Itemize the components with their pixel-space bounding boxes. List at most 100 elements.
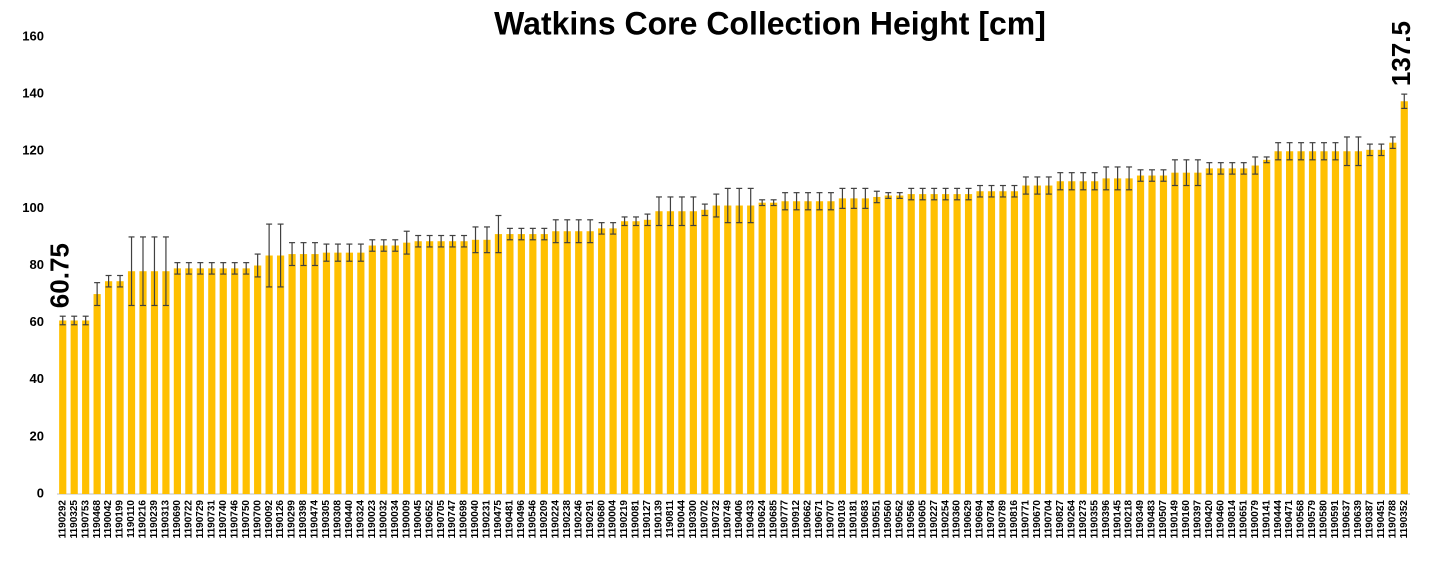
error-bar bbox=[896, 192, 903, 199]
x-tick-label: 1190360 bbox=[952, 500, 963, 539]
x-tick-label: 1190690 bbox=[172, 500, 183, 539]
x-tick-label: 1190580 bbox=[1319, 500, 1330, 539]
x-tick-label: 1190273 bbox=[1078, 500, 1089, 539]
y-tick-label: 0 bbox=[37, 485, 44, 500]
bar bbox=[254, 265, 262, 494]
bar bbox=[1114, 178, 1122, 494]
error-bar bbox=[1171, 159, 1178, 187]
bar bbox=[678, 211, 686, 494]
error-bar bbox=[587, 219, 594, 244]
bar bbox=[196, 268, 204, 494]
bar bbox=[1182, 172, 1191, 494]
x-tick-label: 1190579 bbox=[1307, 500, 1318, 539]
error-bar bbox=[908, 187, 915, 201]
y-tick-label: 120 bbox=[22, 143, 44, 158]
y-tick-label: 100 bbox=[22, 200, 44, 215]
error-bar bbox=[1298, 142, 1305, 161]
x-tick-label: 1190662 bbox=[803, 500, 814, 539]
bar bbox=[1010, 191, 1019, 495]
bar bbox=[655, 211, 663, 494]
x-tick-label: 1190624 bbox=[757, 500, 768, 539]
x-tick-label: 1190546 bbox=[527, 500, 538, 539]
bar bbox=[1274, 151, 1282, 494]
x-tick-label: 1190639 bbox=[1353, 500, 1364, 539]
error-bar bbox=[334, 243, 341, 262]
error-bar bbox=[965, 187, 972, 201]
bar bbox=[964, 194, 973, 494]
bar bbox=[357, 252, 365, 494]
bar bbox=[139, 271, 147, 494]
bar bbox=[414, 241, 422, 494]
x-tick-label: 1190219 bbox=[619, 500, 630, 539]
error-bar bbox=[277, 223, 284, 288]
error-bar bbox=[805, 192, 812, 211]
error-bar bbox=[483, 226, 490, 254]
x-tick-label: 1190551 bbox=[871, 500, 882, 539]
error-bar bbox=[552, 219, 559, 244]
x-tick-label: 1190777 bbox=[780, 500, 791, 539]
x-tick-label: 1190468 bbox=[92, 500, 103, 539]
x-tick-label: 1190496 bbox=[516, 500, 527, 539]
error-bar bbox=[426, 234, 433, 248]
bar bbox=[999, 191, 1007, 495]
bar bbox=[1148, 175, 1156, 494]
x-tick-label: 1190788 bbox=[1387, 500, 1398, 539]
bar bbox=[838, 198, 847, 495]
bar bbox=[598, 228, 606, 494]
error-bar bbox=[1022, 176, 1029, 195]
bar bbox=[632, 221, 640, 494]
error-bar bbox=[220, 262, 227, 275]
x-tick-label: 1190702 bbox=[699, 500, 710, 539]
x-tick-label: 1190671 bbox=[814, 500, 825, 539]
error-bar bbox=[1091, 172, 1098, 191]
bar bbox=[1022, 185, 1030, 494]
error-bar bbox=[1401, 93, 1408, 110]
error-bar bbox=[736, 187, 743, 224]
bar bbox=[643, 219, 652, 495]
x-tick-label: 1190254 bbox=[940, 500, 951, 539]
x-tick-label: 1190811 bbox=[665, 500, 676, 538]
error-bar bbox=[380, 239, 387, 252]
bar bbox=[896, 195, 904, 494]
error-bar bbox=[919, 187, 926, 201]
error-bar bbox=[117, 274, 124, 288]
error-bar bbox=[839, 187, 846, 209]
x-tick-label: 1190292 bbox=[57, 500, 68, 539]
x-tick-label: 1190139 bbox=[654, 500, 665, 539]
x-tick-label: 1190004 bbox=[608, 500, 619, 539]
error-bar bbox=[1068, 172, 1075, 191]
bar bbox=[1159, 175, 1168, 494]
error-bar bbox=[1103, 166, 1110, 191]
error-bar bbox=[1321, 142, 1328, 161]
error-bar bbox=[1217, 162, 1224, 175]
x-tick-label: 1190216 bbox=[138, 500, 149, 539]
bar bbox=[276, 255, 285, 494]
error-bar bbox=[506, 227, 513, 241]
error-bar bbox=[1045, 176, 1052, 195]
x-tick-label: 1190568 bbox=[1296, 500, 1307, 539]
error-bar bbox=[403, 230, 410, 255]
bar bbox=[770, 202, 778, 494]
x-tick-label: 1190420 bbox=[1204, 500, 1215, 539]
bar bbox=[460, 241, 468, 494]
bar bbox=[1286, 151, 1294, 494]
error-bar bbox=[1206, 162, 1213, 175]
error-bar bbox=[1355, 136, 1362, 167]
error-bar bbox=[1137, 169, 1144, 182]
x-tick-label: 1190560 bbox=[883, 500, 894, 539]
bar bbox=[563, 231, 571, 494]
error-bar bbox=[770, 199, 777, 207]
bar bbox=[380, 245, 388, 494]
error-bar bbox=[128, 236, 135, 307]
x-tick-label: 1190231 bbox=[482, 500, 493, 539]
x-tick-label: 1190032 bbox=[378, 500, 389, 539]
x-tick-label: 1190145 bbox=[1112, 500, 1123, 539]
error-bar bbox=[1240, 162, 1247, 175]
bar bbox=[930, 194, 938, 494]
bar bbox=[689, 211, 697, 494]
error-bar bbox=[1343, 136, 1350, 167]
x-tick-label: 1190092 bbox=[264, 500, 275, 539]
x-tick-label: 1190291 bbox=[585, 500, 596, 539]
error-bar bbox=[1160, 169, 1167, 182]
error-bar bbox=[415, 234, 422, 248]
